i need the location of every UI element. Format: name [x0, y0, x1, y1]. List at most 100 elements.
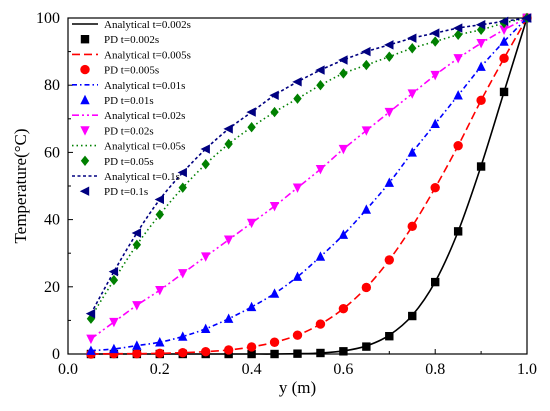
data-point [224, 138, 233, 150]
data-point [246, 107, 256, 117]
axis-ticks: 0.0 0.2 0.4 0.6 0.8 1.0 0 20 40 60 80 100 [36, 10, 537, 378]
data-point [132, 301, 142, 311]
data-point [499, 36, 509, 46]
series-analytical-t-0-1s [90, 17, 528, 315]
legend-marker-swatch [80, 35, 90, 44]
data-point [155, 348, 165, 359]
data-point [475, 20, 486, 30]
legend-marker-swatch [80, 94, 90, 105]
data-point [316, 80, 325, 91]
data-point [200, 144, 210, 154]
data-point [270, 106, 279, 118]
x-tick-label: 0.8 [425, 361, 445, 378]
legend-label: PD t=0.05s [104, 156, 154, 168]
data-point [132, 348, 142, 359]
data-point [476, 61, 486, 71]
data-point [154, 194, 164, 205]
data-point [315, 251, 326, 261]
data-point [315, 319, 326, 329]
data-point [476, 39, 486, 49]
legend-label: Analytical t=0.002s [104, 19, 191, 31]
data-point [384, 255, 394, 265]
legend-label: Analytical t=0.005s [104, 49, 191, 61]
data-point [476, 95, 486, 106]
data-point [132, 340, 142, 350]
data-point [453, 227, 463, 236]
data-point [270, 349, 279, 359]
legend-marker-swatch [79, 186, 90, 196]
data-point [362, 342, 371, 351]
legend-item: Analytical t=0.01s [72, 80, 185, 92]
data-point [223, 235, 234, 245]
series-analytical-t-0-05s [90, 17, 528, 318]
data-point [178, 269, 188, 279]
legend-marker-swatch [80, 126, 90, 136]
data-point [407, 89, 417, 99]
x-axis-label: y (m) [279, 378, 316, 397]
data-point [407, 221, 417, 232]
series-pd-t-0-02s [86, 13, 532, 345]
data-point [269, 90, 279, 100]
data-point [408, 43, 417, 54]
data-point [246, 342, 257, 352]
data-point [362, 59, 371, 71]
data-point [201, 252, 211, 262]
data-point [269, 288, 280, 298]
data-point [452, 23, 463, 33]
data-point [223, 345, 234, 355]
data-point [292, 271, 303, 281]
data-point [338, 144, 349, 155]
data-point [407, 33, 417, 43]
data-point [430, 182, 440, 193]
data-point [178, 182, 187, 193]
data-point [178, 347, 188, 358]
data-point [86, 313, 96, 324]
data-point [223, 313, 234, 323]
data-point [292, 183, 303, 193]
data-point [177, 167, 187, 178]
data-point [453, 90, 463, 100]
data-point [316, 348, 325, 358]
legend-item: Analytical t=0.005s [72, 49, 191, 61]
data-point [201, 346, 211, 357]
legend-item: Analytical t=0.002s [72, 19, 191, 31]
series-line [90, 17, 528, 318]
series-pd-t-0-1s [85, 13, 532, 319]
data-point [109, 274, 119, 286]
data-point [385, 331, 394, 341]
y-tick-label: 0 [52, 346, 60, 363]
data-point [178, 331, 188, 341]
legend-label: PD t=0.002s [104, 34, 159, 46]
data-point [407, 147, 417, 157]
data-point [223, 124, 233, 134]
data-point [246, 218, 257, 229]
x-tick-label: 0.2 [150, 361, 170, 378]
data-point [338, 55, 348, 65]
data-point [453, 29, 463, 40]
legend-item: PD t=0.02s [80, 125, 154, 137]
legend-item: PD t=0.01s [80, 94, 154, 107]
legend-label: Analytical t=0.05s [104, 141, 185, 153]
data-point [338, 303, 349, 314]
data-point [201, 323, 211, 333]
legend-item: Analytical t=0.1s [72, 171, 180, 183]
data-point [453, 140, 463, 151]
data-point [85, 308, 96, 319]
data-point [315, 165, 326, 175]
data-point [247, 122, 256, 133]
y-tick-label: 100 [36, 10, 60, 27]
data-point [338, 229, 349, 239]
data-point [293, 349, 302, 358]
legend-item: PD t=0.002s [80, 34, 159, 46]
data-point [86, 345, 96, 355]
data-point [476, 162, 486, 171]
data-point [361, 46, 371, 57]
data-point [361, 282, 372, 293]
legend-item: PD t=0.1s [79, 186, 148, 198]
legend-item: Analytical t=0.05s [72, 141, 185, 153]
data-point [109, 317, 119, 328]
data-point [431, 36, 440, 47]
data-point [246, 301, 257, 312]
x-tick-label: 0.0 [58, 361, 78, 378]
